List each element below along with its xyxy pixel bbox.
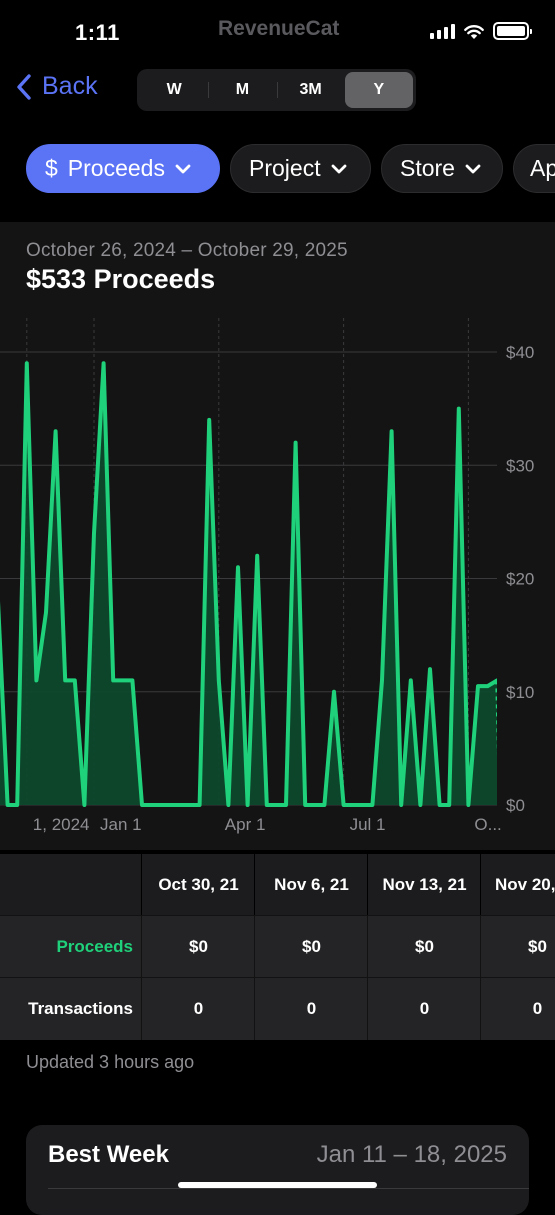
back-button[interactable]: Back [16, 72, 98, 101]
x-tick-label: O... [474, 815, 501, 834]
home-indicator[interactable] [178, 1182, 377, 1188]
x-tick-label: Jan 1 [100, 815, 142, 834]
table-row-transactions: Transactions 0 0 0 0 [0, 977, 555, 1040]
date-range: October 26, 2024 – October 29, 2025 [26, 240, 348, 262]
filter-project-label: Project [249, 155, 321, 182]
x-tick-label: Jul 1 [350, 815, 386, 834]
best-week-label: Best Week [48, 1141, 169, 1169]
table-header-row: Oct 30, 21 Nov 6, 21 Nov 13, 21 Nov 20, … [0, 854, 555, 915]
filter-app[interactable]: Ap [513, 144, 555, 193]
status-icons [430, 22, 529, 40]
data-table[interactable]: Oct 30, 21 Nov 6, 21 Nov 13, 21 Nov 20, … [0, 854, 555, 1040]
partial-period-line [497, 680, 500, 805]
column-header: Oct 30, 21 [141, 854, 255, 915]
table-cell: $0 [141, 916, 255, 978]
best-week-value: Jan 11 – 18, 2025 [317, 1141, 507, 1169]
y-tick-label: $30 [506, 456, 534, 475]
filter-store[interactable]: Store [381, 144, 503, 193]
y-tick-label: $0 [506, 796, 525, 815]
filter-project[interactable]: Project [230, 144, 371, 193]
best-week-card[interactable]: Best Week Jan 11 – 18, 2025 [26, 1125, 529, 1215]
chevron-down-icon [331, 164, 347, 174]
period-month[interactable]: M [208, 72, 276, 108]
chevron-down-icon [465, 164, 481, 174]
status-time: 1:11 [75, 20, 120, 46]
filter-app-label: Ap [530, 155, 555, 182]
table-cell: $0 [480, 916, 555, 978]
divider [48, 1188, 529, 1189]
carrier-label: RevenueCat [218, 17, 339, 41]
filter-proceeds-label: Proceeds [68, 155, 165, 182]
column-header: Nov 6, 21 [254, 854, 368, 915]
chevron-left-icon [16, 74, 32, 100]
y-tick-label: $20 [506, 570, 534, 589]
period-3-months[interactable]: 3M [277, 72, 345, 108]
y-tick-label: $40 [506, 343, 534, 362]
period-week[interactable]: W [140, 72, 208, 108]
proceeds-chart[interactable]: $40 $30 $20 $10 $0 1, 2024 Jan 1 Apr 1 Jul 1 O..… [0, 300, 555, 845]
table-row-proceeds: Proceeds $0 $0 $0 $0 [0, 915, 555, 978]
battery-icon [493, 22, 529, 40]
table-cell: 0 [367, 978, 481, 1040]
period-year[interactable]: Y [345, 72, 413, 108]
table-cell: $0 [254, 916, 368, 978]
total-proceeds: $533 Proceeds [26, 264, 215, 295]
updated-timestamp: Updated 3 hours ago [26, 1052, 194, 1073]
period-segmented-control: W M 3M Y [137, 69, 416, 111]
filter-proceeds[interactable]: $ Proceeds [26, 144, 220, 193]
cellular-signal-icon [430, 23, 455, 39]
column-header: Nov 20, 21 [480, 854, 555, 915]
filter-store-label: Store [400, 155, 455, 182]
x-tick-label: 1, 2024 [33, 815, 90, 834]
x-tick-label: Apr 1 [225, 815, 266, 834]
table-cell: 0 [480, 978, 555, 1040]
row-label: Transactions [0, 978, 141, 1040]
wifi-icon [463, 23, 485, 40]
y-tick-label: $10 [506, 683, 534, 702]
table-cell: $0 [367, 916, 481, 978]
row-label: Proceeds [0, 916, 141, 978]
chevron-down-icon [175, 164, 191, 174]
table-corner [0, 854, 141, 915]
back-label: Back [42, 72, 98, 101]
column-header: Nov 13, 21 [367, 854, 481, 915]
table-cell: 0 [141, 978, 255, 1040]
table-cell: 0 [254, 978, 368, 1040]
dollar-sign-icon: $ [45, 155, 58, 182]
